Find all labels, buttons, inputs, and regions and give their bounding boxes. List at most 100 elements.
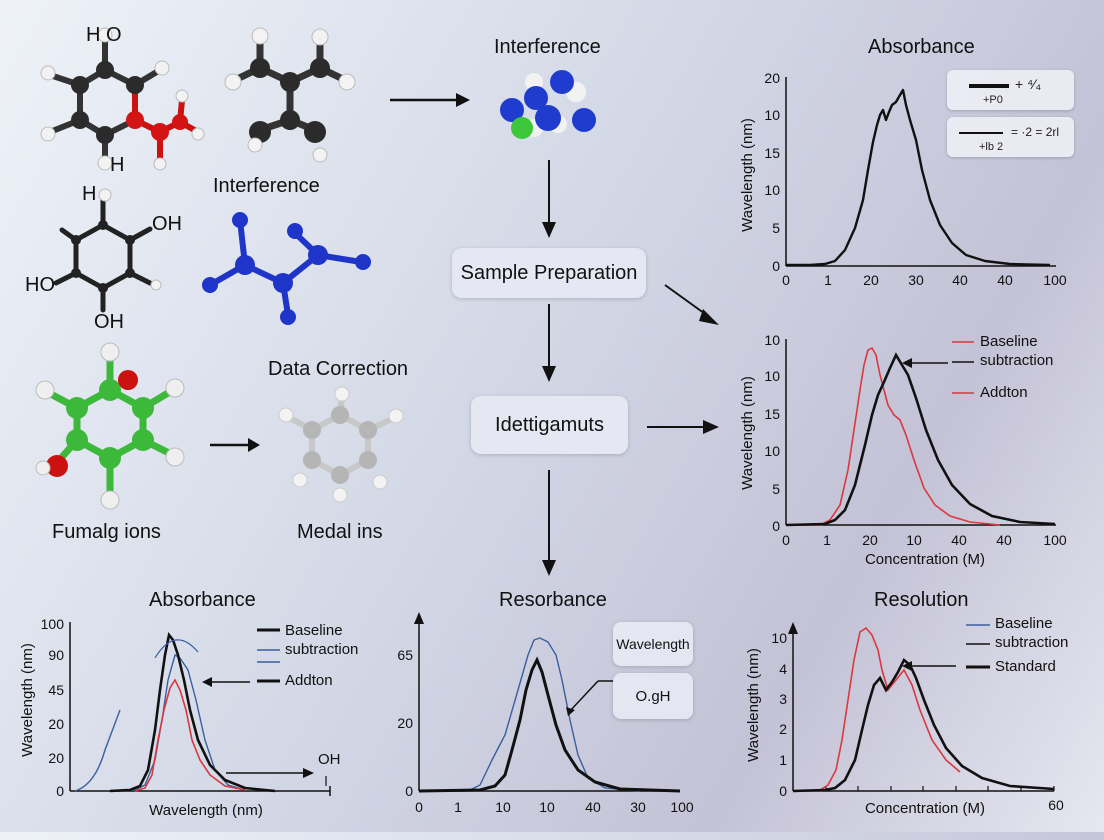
molecule-gray-ring [278,386,404,503]
svg-text:40: 40 [996,532,1012,548]
arrow-right-to-chart [647,420,719,434]
svg-text:20: 20 [764,70,780,86]
svg-text:40: 40 [952,272,968,288]
chart-bottom-middle: 0 20 65 0 1 10 10 40 30 100 [397,612,694,815]
svg-text:10: 10 [764,182,780,198]
legend-addton-bl: Addton [285,672,333,689]
arrow-diagonal-to-chart [664,284,719,325]
svg-text:100: 100 [670,799,694,815]
svg-text:Wavelength (nm): Wavelength (nm) [745,648,762,762]
svg-text:65: 65 [397,647,413,663]
svg-text:Wavelength (nm): Wavelength (nm) [19,643,36,757]
svg-text:0: 0 [405,783,413,799]
sample-preparation-node[interactable]: Sample Preparation [452,248,646,298]
arrow-to-interference [390,93,470,107]
medal-ins-label: Medal ins [297,521,383,543]
svg-text:30: 30 [630,799,646,815]
legend-subtraction-br: subtraction [995,634,1069,651]
svg-text:100: 100 [41,616,65,632]
chart-bottom-middle-title: Resorbance [499,589,607,611]
molecule-benzaldehyde [40,27,205,171]
svg-text:3: 3 [779,691,787,707]
chart-top-right-title: Absorbance [868,36,975,58]
atom-label-h-o: H O [86,24,122,46]
svg-text:10: 10 [539,799,555,815]
svg-text:Wavelength (nm): Wavelength (nm) [149,802,263,819]
svg-text:1: 1 [824,272,832,288]
legend-subtraction-bl: subtraction [285,641,359,658]
sample-preparation-label: Sample Preparation [460,261,638,284]
atom-label-oh-bottom: OH [94,311,124,333]
data-correction-label: Data Correction [268,358,409,380]
svg-text:10: 10 [764,368,780,384]
svg-text:90: 90 [48,647,64,663]
svg-text:20: 20 [48,716,64,732]
interference-top-label: Interference [494,36,601,58]
svg-text:1: 1 [823,532,831,548]
svg-text:10: 10 [764,107,780,123]
svg-text:Concentration (M): Concentration (M) [865,551,985,568]
svg-text:10: 10 [764,443,780,459]
chart-middle-right: Wavelength (nm) 0 5 10 15 10 10 0 1 20 1… [739,332,1067,568]
legend-card-1: + ⁴⁄₄ +P0 [947,70,1074,110]
fumalg-ions-label: Fumalg ions [52,521,161,543]
molecule-trihydroxy [53,188,162,313]
legend-card-2: = ·2 = 2rl +lb 2 [947,117,1074,157]
legend-standard-br: Standard [995,658,1056,675]
arrow-down-2 [542,304,556,382]
callout-wavelength: Wavelength [613,622,693,666]
molecule-blue-chain [202,212,371,325]
svg-text:40: 40 [585,799,601,815]
legend-addton: Addton [980,384,1028,401]
atom-label-oh-right: OH [152,213,182,235]
svg-text:0: 0 [782,532,790,548]
chart-bottom-right-title: Resolution [874,589,969,611]
chart-top-right: Wavelength (nm) 0 5 10 15 10 20 0 1 20 3… [739,70,1067,288]
arrow-right-ring [210,438,260,452]
annotation-oh: OH [318,751,341,768]
svg-text:60: 60 [1048,797,1064,813]
svg-text:0: 0 [779,783,787,799]
svg-text:20: 20 [863,272,879,288]
svg-text:10: 10 [495,799,511,815]
svg-text:1: 1 [779,752,787,768]
legend-baseline-bl: Baseline [285,622,343,639]
idettigamuts-label: Idettigamuts [495,413,604,436]
svg-text:Concentration (M): Concentration (M) [865,800,985,817]
idettigamuts-node[interactable]: Idettigamuts [471,396,628,454]
svg-text:10: 10 [906,532,922,548]
svg-text:10: 10 [764,332,780,348]
callout-ogh: O.gH [613,673,693,719]
arrow-down-3 [542,470,556,576]
chart-bottom-left-title: Absorbance [149,589,256,611]
legend-subtraction: subtraction [980,352,1054,369]
svg-text:15: 15 [764,145,780,161]
svg-text:1: 1 [454,799,462,815]
svg-text:10: 10 [771,630,787,646]
svg-text:100: 100 [1043,272,1067,288]
svg-text:5: 5 [772,220,780,236]
chart-bottom-right: Wavelength (nm) 0 1 2 3 4 10 60 Concentr… [745,622,1064,817]
svg-text:0: 0 [772,258,780,274]
legend-baseline-br: Baseline [995,615,1053,632]
svg-text:2: 2 [779,721,787,737]
interference-left-label: Interference [213,175,320,197]
svg-text:45: 45 [48,682,64,698]
svg-text:20: 20 [48,750,64,766]
molecule-dark-branched [224,27,356,163]
svg-text:0: 0 [56,783,64,799]
svg-text:30: 30 [908,272,924,288]
svg-text:4: 4 [779,661,787,677]
svg-text:40: 40 [997,272,1013,288]
svg-text:100: 100 [1043,532,1067,548]
svg-text:0: 0 [772,518,780,534]
arrow-down-1 [542,160,556,238]
svg-text:Wavelength (nm): Wavelength (nm) [739,118,756,232]
svg-text:20: 20 [397,715,413,731]
svg-text:5: 5 [772,481,780,497]
atom-label-h: H [110,154,125,176]
atom-label-ho-left: HO [25,274,55,296]
molecule-blue-cluster [500,70,596,139]
legend-baseline: Baseline [980,333,1038,350]
svg-text:0: 0 [782,272,790,288]
